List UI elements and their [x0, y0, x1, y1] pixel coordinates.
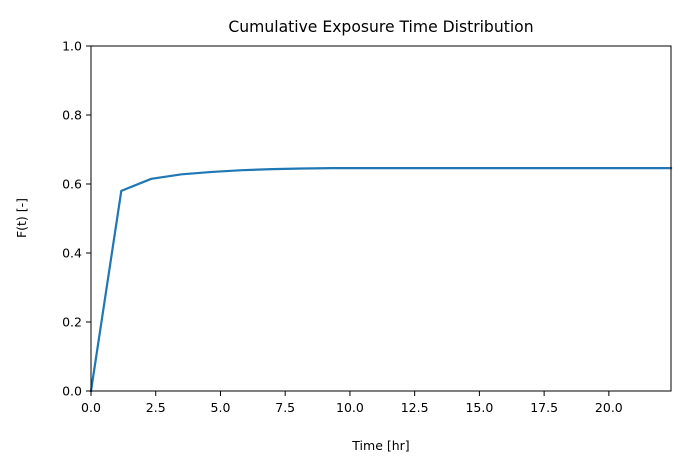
series-line-0	[89, 167, 673, 393]
x-tick-label: 5.0	[211, 400, 231, 415]
x-tick-label: 7.5	[275, 400, 295, 415]
x-tick-label: 12.5	[401, 400, 429, 415]
chart-title: Cumulative Exposure Time Distribution	[228, 18, 533, 36]
y-tick-label: 0.4	[62, 246, 82, 261]
axes-frame	[90, 45, 672, 392]
x-tick-label: 10.0	[336, 400, 364, 415]
x-tick-label: 17.5	[530, 400, 558, 415]
y-tick-label: 0.2	[62, 315, 82, 330]
x-axis-label: Time [hr]	[351, 438, 409, 453]
y-tick-label: 0.8	[62, 108, 82, 123]
y-tick-label: 0.0	[62, 384, 82, 399]
x-tick-label: 0.0	[81, 400, 101, 415]
x-tick-label: 2.5	[146, 400, 166, 415]
y-axis-label: F(t) [-]	[14, 198, 29, 238]
y-tick-label: 1.0	[62, 39, 82, 54]
plot-area: 0.0 2.5 5.0 7.5 10.0 12.5 15.0 17.5 20.0 0.0 0.2 0.…	[62, 39, 673, 415]
x-tick-label: 15.0	[465, 400, 493, 415]
x-tick-label: 20.0	[595, 400, 623, 415]
y-tick-label: 0.6	[62, 177, 82, 192]
